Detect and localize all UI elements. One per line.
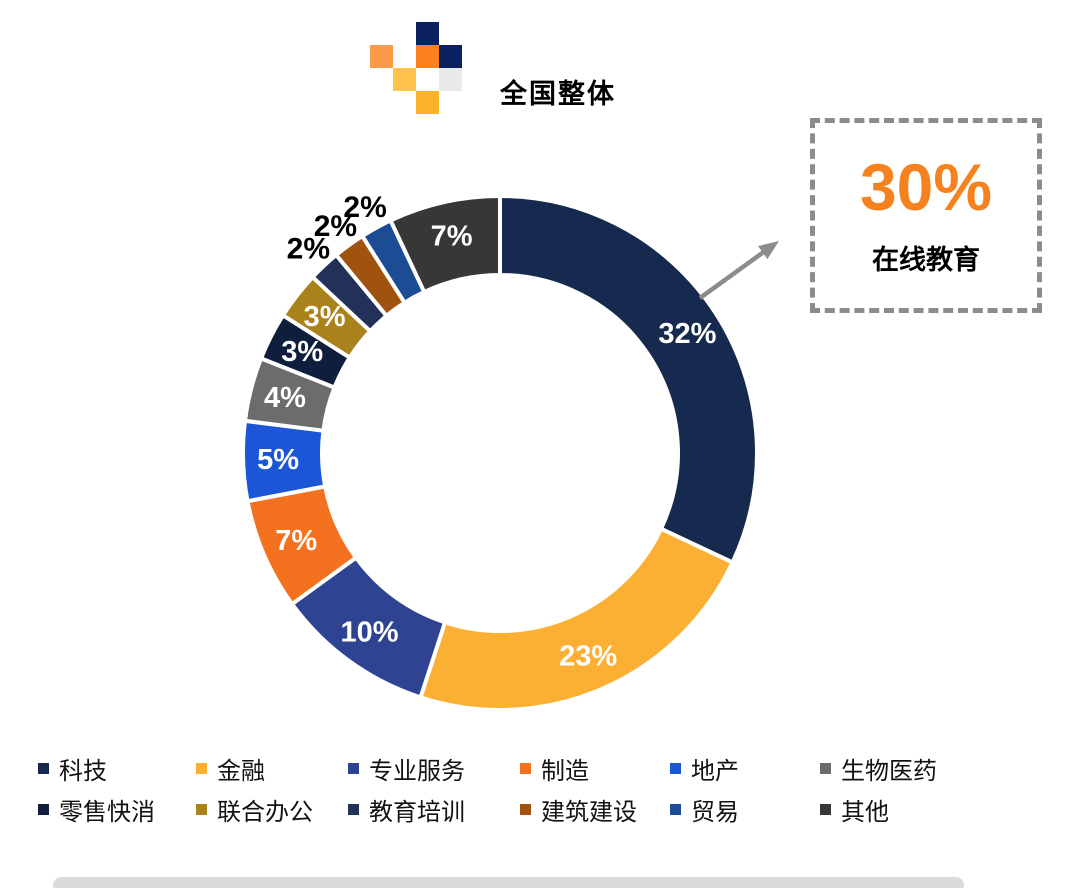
orange-square-icon <box>416 45 439 68</box>
legend-swatch-icon <box>38 763 49 774</box>
legend-swatch-icon <box>348 804 359 815</box>
legend-swatch-icon <box>520 763 531 774</box>
amber-square-icon <box>416 91 439 114</box>
legend-label: 生物医药 <box>841 758 937 785</box>
legend-swatch-icon <box>670 804 681 815</box>
legend-swatch-icon <box>196 763 207 774</box>
segment-value-label-零售快消: 3% <box>281 336 323 368</box>
callout-arrow <box>698 241 779 300</box>
page-title: 全国整体 <box>500 79 616 109</box>
legend-item-地产: 地产 <box>670 751 820 786</box>
legend-item-金融: 金融 <box>196 751 348 786</box>
legend-label: 专业服务 <box>369 758 465 785</box>
navy-square-icon <box>416 22 439 45</box>
legend-label: 科技 <box>59 758 107 785</box>
legend-label: 其他 <box>841 799 889 826</box>
gray-square-icon <box>439 68 462 91</box>
callout-label: 在线教育 <box>872 245 980 275</box>
segment-value-label-其他: 7% <box>431 220 473 252</box>
legend-item-其他: 其他 <box>820 792 1068 827</box>
highlight-callout-box: 30% 在线教育 <box>810 118 1042 313</box>
legend-swatch-icon <box>196 804 207 815</box>
legend-swatch-icon <box>820 804 831 815</box>
legend-item-专业服务: 专业服务 <box>348 751 520 786</box>
segment-value-label-联合办公: 3% <box>304 301 346 333</box>
segment-value-label-科技: 32% <box>658 318 716 350</box>
legend-item-建筑建设: 建筑建设 <box>520 792 670 827</box>
legend-label: 制造 <box>541 758 589 785</box>
legend-item-科技: 科技 <box>38 751 196 786</box>
navy-square-icon <box>439 45 462 68</box>
legend-swatch-icon <box>670 763 681 774</box>
legend-label: 贸易 <box>691 799 739 826</box>
callout-value: 30% <box>859 150 993 224</box>
segment-value-label-专业服务: 10% <box>340 617 398 649</box>
segment-value-label-教育培训: 2% <box>287 232 330 265</box>
legend-item-联合办公: 联合办公 <box>196 792 348 827</box>
brand-logo <box>370 22 462 114</box>
legend-label: 教育培训 <box>369 799 465 826</box>
legend-item-贸易: 贸易 <box>670 792 820 827</box>
donut-segments <box>241 194 759 712</box>
legend-item-教育培训: 教育培训 <box>348 792 520 827</box>
donut-segment-科技 <box>498 194 759 565</box>
segment-value-label-地产: 5% <box>257 444 299 476</box>
donut-segment-labels: 32%23%10%7%5%4%3%3%2%2%2%7% <box>257 191 717 673</box>
legend-item-零售快消: 零售快消 <box>38 792 196 827</box>
legend-swatch-icon <box>38 804 49 815</box>
legend-label: 建筑建设 <box>541 799 637 826</box>
legend-label: 联合办公 <box>217 799 313 826</box>
yellow-square-icon <box>393 68 416 91</box>
legend-label: 地产 <box>691 758 739 785</box>
legend-label: 金融 <box>217 758 265 785</box>
light-orange-square-icon <box>370 45 393 68</box>
legend-swatch-icon <box>520 804 531 815</box>
legend-item-生物医药: 生物医药 <box>820 751 1068 786</box>
legend-label: 零售快消 <box>59 799 155 826</box>
segment-value-label-贸易: 2% <box>343 191 386 224</box>
legend-item-制造: 制造 <box>520 751 670 786</box>
segment-value-label-建筑建设: 2% <box>314 210 357 243</box>
donut-segment-金融 <box>418 526 735 712</box>
segment-value-label-金融: 23% <box>559 641 617 673</box>
segment-value-label-生物医药: 4% <box>264 382 306 414</box>
donut-segment-其他 <box>388 194 502 294</box>
legend-swatch-icon <box>348 763 359 774</box>
segment-value-label-制造: 7% <box>275 525 317 557</box>
white-square-icon <box>416 68 439 91</box>
legend-swatch-icon <box>820 763 831 774</box>
chart-legend: 科技 金融 专业服务 制造 地产 生物医药零售快消 联合办公 教育培训 建筑建设 贸易 其他 <box>38 748 1068 830</box>
section-divider-bar <box>53 877 964 888</box>
